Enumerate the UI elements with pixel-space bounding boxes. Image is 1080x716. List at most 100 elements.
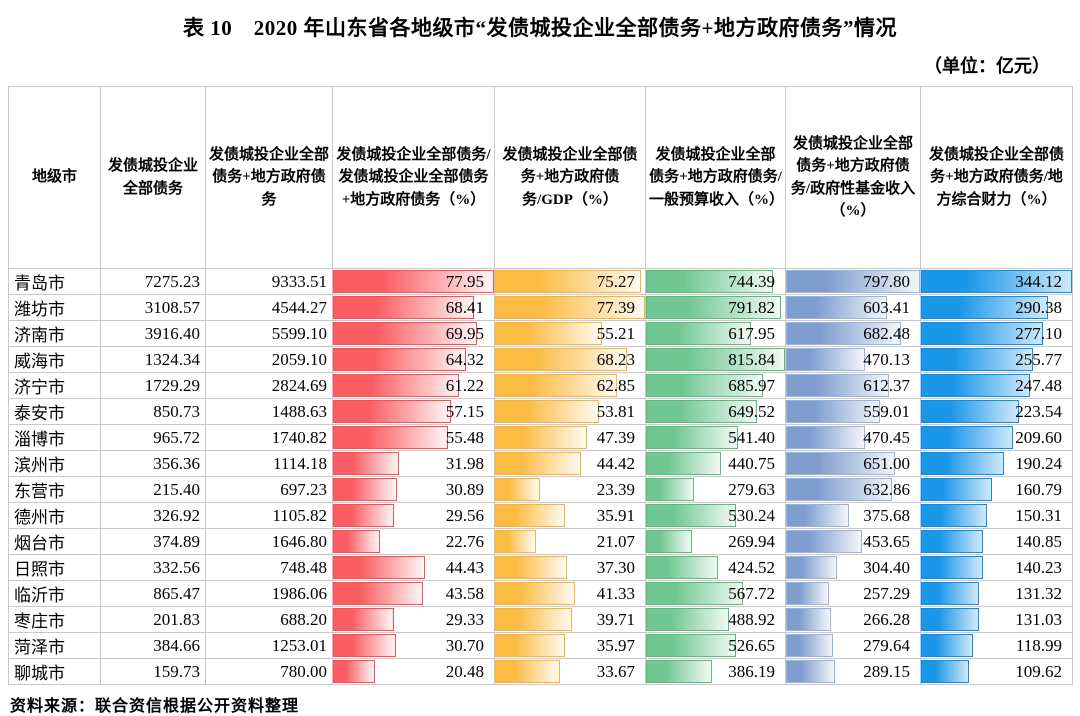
- orange-data-bar: [495, 426, 587, 449]
- green-data-bar: [646, 660, 712, 683]
- bar-cell: 567.72: [645, 580, 786, 607]
- red-data-bar: [333, 296, 475, 319]
- bar-cell: 20.48: [332, 658, 495, 685]
- bar-cell: 44.42: [494, 450, 646, 477]
- azure-data-bar: [921, 322, 1043, 345]
- bar-value: 375.68: [863, 506, 910, 525]
- value-cell: 384.66: [100, 632, 206, 659]
- bar-cell: 31.98: [332, 450, 495, 477]
- bar-value: 109.62: [1015, 662, 1062, 681]
- steel-blue-data-bar: [786, 660, 835, 683]
- city-name: 青岛市: [8, 268, 101, 295]
- bar-cell: 109.62: [920, 658, 1073, 685]
- value-cell: 1488.63: [205, 398, 333, 425]
- bar-cell: 375.68: [785, 502, 921, 529]
- bar-value: 223.54: [1015, 402, 1062, 421]
- bar-value: 541.40: [728, 428, 775, 447]
- column-header-5: 发债城投企业全部债务+地方政府债务/一般预算收入（%）: [645, 86, 786, 269]
- azure-data-bar: [921, 530, 983, 553]
- bar-value: 35.91: [596, 506, 635, 525]
- orange-data-bar: [495, 400, 600, 423]
- orange-data-bar: [495, 530, 536, 553]
- bar-value: 55.21: [596, 324, 635, 343]
- table-row: 泰安市 850.73 1488.63 57.15 53.81 649.52 559.01 22…: [8, 398, 1073, 425]
- bar-cell: 30.89: [332, 476, 495, 503]
- bar-cell: 131.03: [920, 606, 1073, 633]
- steel-blue-data-bar: [786, 556, 838, 579]
- city-name: 潍坊市: [8, 294, 101, 321]
- azure-data-bar: [921, 478, 992, 501]
- table-row: 济南市 3916.40 5599.10 69.95 55.21 617.95 682.48 2…: [8, 320, 1073, 347]
- city-name: 枣庄市: [8, 606, 101, 633]
- value-cell: 332.56: [100, 554, 206, 581]
- green-data-bar: [646, 582, 743, 605]
- bar-cell: 77.39: [494, 294, 646, 321]
- bar-value: 190.24: [1015, 454, 1062, 473]
- bar-value: 41.33: [596, 584, 635, 603]
- bar-cell: 30.70: [332, 632, 495, 659]
- bar-value: 651.00: [863, 454, 910, 473]
- azure-data-bar: [921, 660, 970, 683]
- bar-value: 29.56: [445, 506, 484, 525]
- bar-value: 35.97: [596, 636, 635, 655]
- bar-cell: 266.28: [785, 606, 921, 633]
- bar-value: 386.19: [728, 662, 775, 681]
- bar-value: 29.33: [445, 610, 484, 629]
- bar-cell: 470.13: [785, 346, 921, 373]
- steel-blue-data-bar: [786, 270, 920, 293]
- value-cell: 215.40: [100, 476, 206, 503]
- bar-cell: 131.32: [920, 580, 1073, 607]
- value-cell: 2824.69: [205, 372, 333, 399]
- bar-cell: 69.95: [332, 320, 495, 347]
- bar-value: 64.32: [445, 350, 484, 369]
- bar-cell: 453.65: [785, 528, 921, 555]
- azure-data-bar: [921, 634, 974, 657]
- value-cell: 1646.80: [205, 528, 333, 555]
- orange-data-bar: [495, 582, 576, 605]
- bar-value: 140.23: [1015, 558, 1062, 577]
- red-data-bar: [333, 452, 400, 475]
- bar-cell: 160.79: [920, 476, 1073, 503]
- bar-cell: 386.19: [645, 658, 786, 685]
- bar-cell: 255.77: [920, 346, 1073, 373]
- bar-cell: 190.24: [920, 450, 1073, 477]
- value-cell: 688.20: [205, 606, 333, 633]
- bar-cell: 791.82: [645, 294, 786, 321]
- bar-value: 685.97: [728, 376, 775, 395]
- table-row: 东营市 215.40 697.23 30.89 23.39 279.63 632.86 160…: [8, 476, 1073, 503]
- bar-value: 62.85: [596, 376, 635, 395]
- bar-cell: 526.65: [645, 632, 786, 659]
- bar-cell: 29.33: [332, 606, 495, 633]
- green-data-bar: [646, 556, 719, 579]
- bar-value: 279.63: [728, 480, 775, 499]
- column-header-4: 发债城投企业全部债务+地方政府债务/GDP（%）: [494, 86, 646, 269]
- bar-value: 118.99: [1015, 636, 1062, 655]
- table-row: 济宁市 1729.29 2824.69 61.22 62.85 685.97 612.37 2…: [8, 372, 1073, 399]
- bar-cell: 55.21: [494, 320, 646, 347]
- bar-value: 39.71: [596, 610, 635, 629]
- steel-blue-data-bar: [786, 426, 866, 449]
- bar-cell: 77.95: [332, 268, 495, 295]
- bar-value: 470.45: [863, 428, 910, 447]
- bar-value: 55.48: [445, 428, 484, 447]
- orange-data-bar: [495, 504, 565, 527]
- value-cell: 1105.82: [205, 502, 333, 529]
- bar-value: 266.28: [863, 610, 910, 629]
- bar-cell: 470.45: [785, 424, 921, 451]
- bar-value: 22.76: [445, 532, 484, 551]
- column-header-2: 发债城投企业全部债务+地方政府债务: [205, 86, 333, 269]
- bar-cell: 289.15: [785, 658, 921, 685]
- red-data-bar: [333, 556, 425, 579]
- orange-data-bar: [495, 270, 641, 293]
- red-data-bar: [333, 348, 466, 371]
- bar-cell: 35.97: [494, 632, 646, 659]
- bar-value: 559.01: [863, 402, 910, 421]
- table-row: 聊城市 159.73 780.00 20.48 33.67 386.19 289.15 109…: [8, 658, 1073, 685]
- bar-cell: 44.43: [332, 554, 495, 581]
- value-cell: 1114.18: [205, 450, 333, 477]
- bar-value: 20.48: [445, 662, 484, 681]
- value-cell: 965.72: [100, 424, 206, 451]
- bar-value: 257.29: [863, 584, 910, 603]
- table-row: 烟台市 374.89 1646.80 22.76 21.07 269.94 453.65 14…: [8, 528, 1073, 555]
- city-name: 滨州市: [8, 450, 101, 477]
